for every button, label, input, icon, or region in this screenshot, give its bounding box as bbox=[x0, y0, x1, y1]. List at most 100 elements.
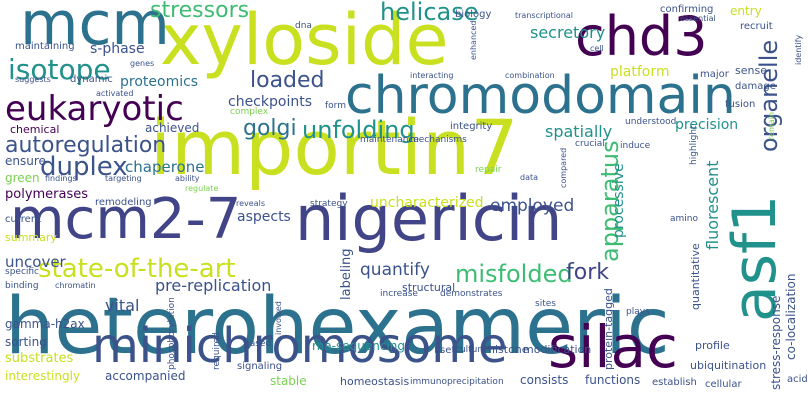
word-dynamic: dynamic bbox=[70, 74, 113, 85]
word-platform: platform bbox=[610, 64, 670, 80]
word-set: set bbox=[440, 345, 456, 356]
word-silac: silac bbox=[548, 313, 678, 381]
word-induce: induce bbox=[620, 141, 651, 151]
word-amino: amino bbox=[670, 214, 698, 224]
word-establish: establish bbox=[652, 377, 697, 388]
word-uncharacterized: uncharacterized bbox=[370, 195, 484, 211]
word-consists: consists bbox=[520, 373, 569, 387]
word-checkpoints: checkpoints bbox=[228, 94, 312, 110]
word-regulate: regulate bbox=[185, 184, 219, 193]
word-immunoprecipitation: immunoprecipitation bbox=[410, 377, 504, 387]
word-findings: findings bbox=[45, 174, 77, 183]
word-transcriptional: transcriptional bbox=[515, 11, 574, 20]
word-nigericin: nigericin bbox=[295, 182, 563, 255]
word-remain: remain bbox=[767, 111, 776, 140]
word-combination: combination bbox=[505, 71, 555, 80]
word-precision: precision bbox=[675, 117, 739, 133]
word-employed: employed bbox=[490, 196, 575, 216]
word-isotope: isotope bbox=[8, 53, 111, 86]
word-ensure: ensure bbox=[5, 154, 46, 168]
word-functions: functions bbox=[585, 373, 641, 387]
word-summary: summary bbox=[5, 231, 57, 244]
word-fluorescent: fluorescent bbox=[703, 160, 722, 250]
word-eukaryotic: eukaryotic bbox=[5, 89, 184, 129]
word-required: required bbox=[212, 332, 222, 370]
word-ability: ability bbox=[175, 174, 200, 183]
word-biology: biology bbox=[455, 9, 492, 20]
word-structural: structural bbox=[402, 281, 456, 294]
word-genes: genes bbox=[130, 59, 155, 68]
word-entry: entry bbox=[730, 4, 762, 18]
word-modification: modification bbox=[523, 343, 592, 356]
word-substrates: substrates bbox=[5, 351, 74, 366]
word-chromodomain: chromodomain bbox=[345, 66, 736, 126]
word-aspects: aspects bbox=[237, 209, 291, 225]
word-gamma-h2ax: gamma-h2ax bbox=[5, 317, 85, 331]
word-cellular: cellular bbox=[705, 379, 742, 390]
word-mechanisms: mechanisms bbox=[410, 135, 467, 145]
word-stress-response: stress-response bbox=[769, 295, 783, 390]
word-form: form bbox=[325, 101, 346, 111]
word-fork: fork bbox=[566, 260, 609, 285]
word-integrity: integrity bbox=[450, 121, 493, 132]
word-mcm2-7: mcm2-7 bbox=[10, 187, 242, 252]
word-spatially: spatially bbox=[545, 122, 613, 141]
word-current: current bbox=[5, 214, 42, 225]
word-loaded: loaded bbox=[250, 68, 325, 93]
word-understood: understood bbox=[625, 117, 677, 127]
word-essential: essential bbox=[680, 14, 716, 23]
word-specific: specific bbox=[5, 267, 40, 277]
word-achieved: achieved bbox=[145, 121, 200, 135]
word-helicase: helicase bbox=[380, 0, 479, 26]
word-stressors: stressors bbox=[150, 0, 250, 23]
word-damage: damage bbox=[735, 81, 776, 92]
word-mcm: mcm bbox=[20, 0, 170, 59]
word-maintaining: maintaining bbox=[15, 41, 75, 52]
word-plays: plays bbox=[626, 307, 650, 317]
word-reveals: reveals bbox=[236, 199, 265, 208]
word-minichromosome: minichromosome bbox=[92, 318, 508, 374]
word-xyloside: xyloside bbox=[160, 0, 449, 81]
word-chaperone: chaperone bbox=[125, 158, 205, 176]
word-chd3: chd3 bbox=[575, 5, 708, 68]
word-suggests: suggests bbox=[15, 75, 51, 84]
word-secretory: secretory bbox=[530, 23, 606, 42]
word-increase: increase bbox=[380, 289, 418, 299]
word-enhanced: enhanced bbox=[469, 20, 478, 60]
word-activated: activated bbox=[96, 89, 134, 98]
word-involved: involved bbox=[274, 301, 283, 335]
word-sites: sites bbox=[535, 299, 556, 309]
word-remodeling: remodeling bbox=[95, 197, 152, 208]
word-uncover: uncover bbox=[5, 253, 66, 271]
word-quantify: quantify bbox=[360, 260, 430, 280]
word-binding: binding bbox=[5, 281, 39, 291]
word-repair: repair bbox=[475, 165, 502, 175]
word-chromatin: chromatin bbox=[55, 281, 96, 290]
word-quantitative: quantitative bbox=[689, 243, 702, 310]
word-complex: complex bbox=[230, 107, 269, 117]
word-homeostasis: homeostasis bbox=[340, 375, 410, 388]
word-confirming: confirming bbox=[660, 4, 714, 15]
word-golgi: golgi bbox=[243, 116, 297, 141]
word-green: green bbox=[5, 171, 40, 185]
word-pre-replication: pre-replication bbox=[155, 276, 272, 295]
word-co-localization: co-localization bbox=[784, 273, 798, 360]
word-chemical: chemical bbox=[10, 123, 60, 136]
word-cell: cell bbox=[590, 44, 604, 53]
word-protein-tagged: protein-tagged bbox=[602, 288, 615, 370]
word-misfolded: misfolded bbox=[455, 260, 573, 288]
word-phosphorylation: phosphorylation bbox=[167, 297, 177, 370]
word-histone: histone bbox=[488, 343, 529, 356]
word-ubiquitination: ubiquitination bbox=[690, 359, 767, 372]
word-stable: stable bbox=[270, 374, 307, 388]
word-profile: profile bbox=[695, 339, 730, 352]
word-demonstrates: demonstrates bbox=[440, 289, 503, 299]
word-unfolding: unfolding bbox=[302, 116, 415, 144]
word-highlight: highlight bbox=[689, 125, 699, 165]
word-proteomics: proteomics bbox=[120, 74, 199, 90]
word-processive: processive bbox=[611, 163, 627, 238]
word-sense: sense bbox=[735, 64, 767, 77]
word-polymerases: polymerases bbox=[5, 187, 89, 202]
word-targeting: targeting bbox=[105, 174, 142, 183]
